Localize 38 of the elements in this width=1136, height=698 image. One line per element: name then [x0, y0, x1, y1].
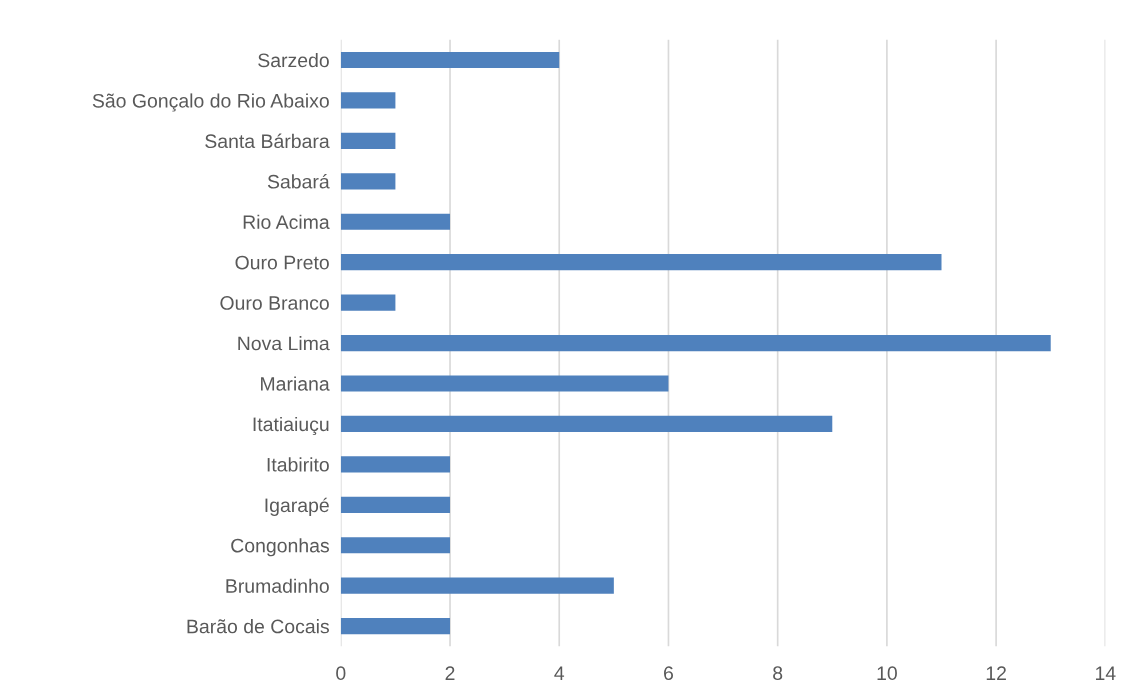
bar	[340, 51, 560, 69]
bar	[340, 92, 396, 109]
y-tick-label: São Gonçalo do Rio Abaixo	[92, 93, 329, 112]
y-tick-label: Mariana	[261, 376, 330, 391]
y-tick-label: Sarzedo	[258, 52, 329, 68]
y-tick-label: Itatiaiuçu	[253, 416, 329, 436]
y-tick-label: Sabará	[267, 174, 330, 189]
bar	[340, 254, 942, 271]
bar	[340, 618, 451, 635]
bar	[340, 375, 669, 392]
y-tick-label: Itabirito	[267, 457, 329, 472]
y-tick-label: Ouro Preto	[235, 255, 329, 270]
bar	[340, 334, 1051, 352]
x-tick-label: 14	[1096, 666, 1116, 680]
bar	[340, 537, 451, 554]
bar	[340, 132, 396, 149]
bar	[340, 496, 451, 513]
y-tick-label: Rio Acima	[243, 214, 330, 229]
y-tick-label: Brumadinho	[226, 578, 329, 593]
bar	[340, 577, 614, 594]
bar	[340, 456, 451, 473]
bar	[340, 173, 396, 190]
y-tick-label: Santa Bárbara	[205, 133, 330, 149]
x-tick-label: 2	[445, 666, 455, 680]
bar	[340, 415, 833, 433]
x-tick-label: 12	[986, 666, 1006, 680]
x-tick-label: 4	[554, 666, 565, 680]
y-tick-label: Barão de Cocais	[187, 619, 329, 634]
y-tick-label: Igarapé	[265, 497, 329, 517]
y-tick-label: Nova Lima	[238, 336, 330, 351]
x-tick-label: 6	[664, 666, 674, 681]
y-tick-label: Congonhas	[231, 538, 329, 557]
bar	[340, 294, 396, 311]
y-tick-label: Ouro Branco	[220, 296, 329, 310]
x-tick-label: 8	[773, 666, 783, 681]
bar	[340, 213, 451, 230]
x-tick-label: 0	[336, 666, 346, 681]
x-tick-label: 10	[877, 666, 897, 681]
